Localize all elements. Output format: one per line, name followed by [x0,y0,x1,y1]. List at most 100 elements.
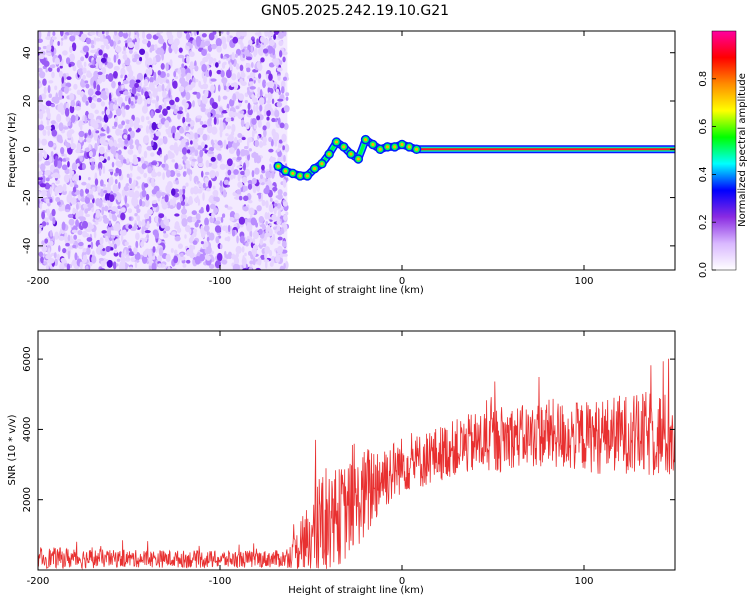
noise-speckle [278,40,284,47]
noise-speckle [254,156,257,164]
noise-speckle [146,145,153,151]
noise-speckle [196,31,199,36]
noise-speckle [204,56,207,62]
noise-speckle [84,133,87,139]
noise-speckle [132,156,139,165]
noise-speckle [144,198,150,208]
noise-speckle [198,182,203,188]
noise-speckle [70,142,77,150]
noise-speckle [95,90,102,96]
noise-speckle [113,249,118,254]
noise-speckle [242,258,247,263]
noise-speckle [276,101,283,108]
noise-speckle [152,56,157,66]
noise-speckle [115,108,122,117]
noise-speckle [101,66,107,75]
noise-speckle [170,267,177,270]
noise-speckle [208,263,215,269]
noise-speckle [273,33,277,40]
noise-speckle [45,263,49,270]
noise-speckle [238,195,243,201]
noise-speckle [121,84,125,89]
noise-speckle [178,86,185,93]
noise-speckle [73,234,78,240]
noise-speckle [163,98,167,108]
noise-speckle [243,162,246,171]
snr-y-label: SNR (10 * v/v) [7,414,18,485]
noise-speckle [58,245,61,253]
noise-speckle [186,42,192,47]
noise-speckle [191,158,197,162]
noise-speckle [257,46,265,56]
noise-speckle [200,141,205,148]
noise-speckle [48,93,53,98]
noise-speckle [276,67,283,72]
noise-speckle [159,154,162,158]
noise-speckle [220,53,223,59]
noise-speckle [190,68,194,76]
noise-speckle [116,258,121,262]
noise-speckle [43,253,46,257]
noise-speckle [47,140,54,148]
noise-speckle [45,68,48,73]
noise-speckle [140,156,145,164]
spectrogram-x-ticks: -200 -100 0 100 [27,31,594,287]
noise-speckle [85,265,89,270]
tracked-line-point-core [291,171,295,176]
noise-speckle [259,174,264,180]
noise-speckle [121,120,126,126]
noise-speckle [58,235,65,241]
noise-speckle [178,106,183,112]
noise-speckle [245,62,251,70]
noise-speckle [100,179,104,187]
noise-speckle [204,91,209,98]
noise-speckle [128,245,132,249]
noise-speckle [87,88,94,97]
noise-speckle [254,167,260,175]
noise-speckle [61,76,64,84]
noise-speckle [248,39,253,45]
noise-speckle [140,115,145,123]
noise-speckle [174,224,181,230]
noise-speckle [124,124,130,130]
noise-speckle [102,94,108,101]
noise-speckle [44,160,51,166]
noise-speckle [110,145,116,155]
noise-speckle [56,134,63,143]
noise-speckle [104,152,108,159]
spectrogram-x-tick-label: -200 [27,276,50,287]
noise-speckle [152,89,158,98]
snr-x-label: Height of straight line (km) [288,585,424,596]
noise-speckle [44,182,50,190]
noise-speckle [125,95,132,99]
noise-speckle [117,124,124,129]
noise-speckle [236,189,242,195]
noise-speckle [137,166,144,174]
spectrogram-y-label: Frequency (Hz) [7,112,18,188]
noise-speckle [108,139,114,147]
noise-speckle [69,35,76,42]
noise-speckle [113,40,116,50]
noise-speckle [258,216,265,224]
noise-speckle [158,47,165,56]
snr-x-tick-label: -100 [209,576,232,587]
noise-speckle [267,31,272,39]
noise-speckle [285,211,289,216]
noise-speckle [98,167,102,177]
noise-speckle [131,86,137,95]
noise-speckle [271,98,275,105]
noise-speckle [176,202,182,210]
noise-speckle [244,99,248,104]
noise-speckle [257,86,261,94]
noise-speckle [138,220,142,228]
noise-speckle [191,216,197,223]
noise-speckle [247,102,251,111]
noise-speckle [133,247,138,255]
noise-speckle [63,153,67,160]
noise-speckle [269,110,276,116]
noise-speckle [129,130,135,139]
noise-speckle [208,69,212,77]
noise-speckle [222,189,227,198]
noise-speckle [81,181,87,186]
noise-speckle [182,263,187,268]
